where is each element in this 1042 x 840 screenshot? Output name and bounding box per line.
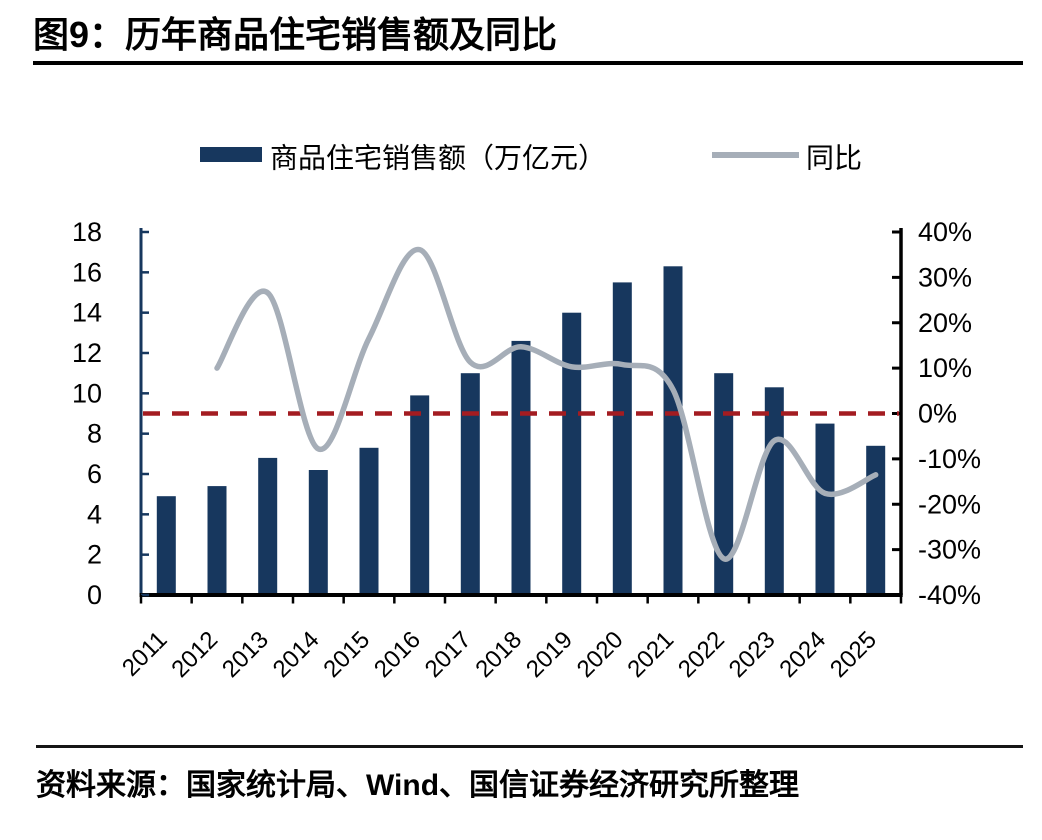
x-label-2019: 2019 [521, 626, 578, 683]
bar-2021 [663, 266, 683, 595]
x-label-2011: 2011 [117, 626, 173, 682]
x-label-2012: 2012 [166, 626, 223, 683]
x-axis-ticks: 2011201220132014201520162017201820192020… [117, 595, 903, 683]
left-axis-tick-label: 18 [72, 217, 102, 247]
bar-2015 [359, 447, 379, 595]
x-label-2015: 2015 [318, 626, 375, 683]
sales-yoy-chart: 商品住宅销售额（万亿元） 同比 18 16 14 12 10 8 6 4 2 0 40% 30% 20% 10… [72, 143, 981, 683]
bar-2011 [156, 496, 176, 595]
x-label-2020: 2020 [572, 626, 629, 683]
bar-2014 [308, 470, 328, 595]
left-axis-tick-label: 10 [72, 378, 102, 408]
left-axis-ticks: 18 16 14 12 10 8 6 4 2 0 [72, 217, 149, 610]
legend-bar-label: 商品住宅销售额（万亿元） [270, 143, 606, 174]
left-axis-tick-label: 2 [87, 540, 102, 570]
right-axis-tick-label: 40% [918, 217, 972, 247]
left-axis-tick-label: 16 [72, 257, 102, 287]
left-axis-tick-label: 8 [87, 419, 102, 449]
figure-title: 图9：历年商品住宅销售额及同比 [33, 14, 558, 55]
x-label-2018: 2018 [470, 626, 527, 683]
x-label-2013: 2013 [217, 626, 274, 683]
bar-2023 [764, 387, 784, 595]
yoy-line [214, 246, 879, 562]
x-label-2021: 2021 [622, 626, 679, 683]
x-label-2023: 2023 [724, 626, 781, 683]
left-axis-tick-label: 6 [87, 459, 102, 489]
right-axis-tick-label: 20% [918, 308, 972, 338]
right-axis-tick-label: 10% [918, 353, 972, 383]
bar-2016 [410, 395, 430, 595]
source-note: 资料来源：国家统计局、Wind、国信证券经济研究所整理 [36, 769, 800, 802]
bar-2025 [866, 445, 886, 595]
bar-2018 [511, 340, 531, 595]
x-label-2016: 2016 [369, 626, 426, 683]
x-label-2017: 2017 [420, 626, 477, 683]
x-label-2014: 2014 [268, 626, 325, 683]
left-axis-tick-label: 0 [87, 580, 102, 610]
bars-series [156, 266, 886, 595]
left-axis-tick-label: 12 [72, 338, 102, 368]
x-label-2025: 2025 [825, 626, 882, 683]
x-label-2024: 2024 [774, 626, 831, 683]
bar-2020 [612, 282, 632, 595]
right-axis-tick-label: -40% [918, 580, 981, 610]
legend-bar-swatch [200, 147, 262, 162]
x-label-2022: 2022 [673, 626, 730, 683]
left-axis-tick-label: 14 [72, 298, 102, 328]
left-axis-tick-label: 4 [87, 499, 102, 529]
bar-2022 [714, 373, 734, 595]
bar-2024 [815, 423, 835, 595]
legend-line-label: 同比 [806, 143, 862, 174]
right-axis-ticks: 40% 30% 20% 10% 0% -10% -20% -30% -40% [892, 217, 981, 610]
right-axis-tick-label: 0% [918, 399, 957, 429]
right-axis-tick-label: -10% [918, 444, 981, 474]
right-axis-tick-label: -20% [918, 489, 981, 519]
bar-2012 [207, 486, 227, 595]
bar-2019 [562, 312, 582, 595]
bar-2017 [460, 373, 480, 595]
right-axis-tick-label: -30% [918, 535, 981, 565]
right-axis-tick-label: 30% [918, 262, 972, 292]
source-divider-rule [36, 745, 1023, 748]
title-rule [33, 61, 1023, 65]
bar-2013 [258, 457, 278, 595]
